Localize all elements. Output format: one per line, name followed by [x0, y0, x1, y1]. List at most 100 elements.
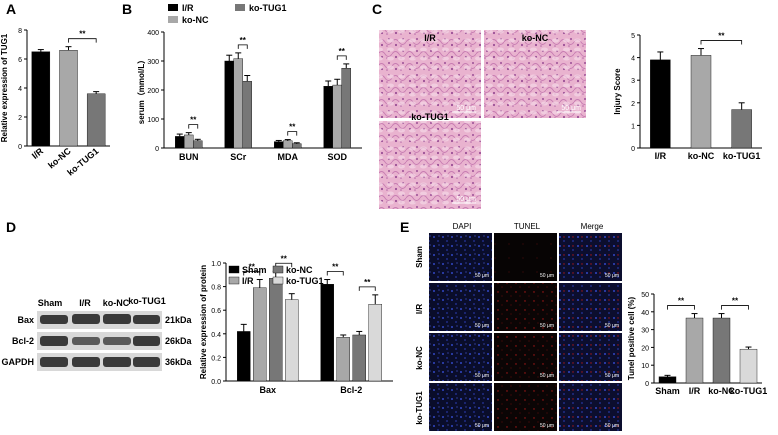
wb-band [40, 336, 68, 346]
he-label-kotug1: ko-TUG1 [411, 112, 449, 122]
wb-band [72, 314, 100, 324]
bar [86, 93, 106, 147]
sig-marker: ** [79, 30, 86, 39]
bar [368, 304, 382, 382]
y-tick-label: 0.6 [211, 308, 221, 315]
x-tick-label: ko-NC [708, 386, 735, 396]
bar [237, 331, 251, 382]
bar [323, 86, 333, 149]
y-tick-label: 50 [641, 292, 649, 299]
y-axis-label: Relative expression of TUG1 [0, 33, 9, 142]
fluor-scale: 50 μm [540, 373, 554, 379]
fluor-scale: 50 μm [475, 373, 489, 379]
legend-label: Sham [242, 265, 267, 275]
sig-bracket [68, 38, 97, 43]
sig-marker: ** [339, 47, 346, 56]
fluor-col-dapi: DAPI [453, 222, 472, 231]
sig-marker: ** [718, 32, 725, 41]
y-tick-label: 4 [631, 56, 635, 63]
bar [341, 68, 351, 149]
y-axis-label: Injury Score [613, 68, 622, 115]
sig-bracket [287, 131, 298, 136]
legend-label: I/R [242, 276, 254, 286]
bar [336, 337, 350, 382]
fluor-scale: 50 μm [475, 323, 489, 329]
he-scale-2: 50 μm [561, 105, 581, 112]
y-tick-label: 5 [631, 33, 635, 40]
bar [253, 287, 267, 382]
fluor-row-sham: Sham [415, 246, 424, 268]
wb-row-bcl2: Bcl-2 [12, 336, 34, 346]
y-tick-label: 400 [147, 30, 159, 37]
fluor-tile [559, 283, 622, 331]
fluor-tile [559, 383, 622, 431]
fluor-tile [559, 233, 622, 281]
y-tick-label: 0.2 [211, 355, 221, 362]
wb-lane-sham: Sham [38, 298, 63, 308]
bar [690, 55, 712, 149]
bar [269, 278, 283, 382]
wb-band [103, 357, 131, 367]
y-tick-label: 200 [147, 88, 159, 95]
legend-swatch [235, 4, 245, 11]
fluor-scale: 50 μm [605, 423, 619, 429]
wb-band [40, 357, 68, 367]
y-tick-label: 0.8 [211, 285, 221, 292]
y-tick-label: 1.0 [211, 261, 221, 268]
bar [658, 376, 677, 384]
x-tick-label: ko-TUG1 [65, 146, 100, 178]
fluor-tile [494, 383, 557, 431]
y-tick-label: 6 [18, 57, 22, 64]
y-axis-label: Relative expression of protein [199, 265, 208, 379]
legend-swatch [168, 16, 178, 23]
sig-marker: ** [240, 36, 247, 45]
legend-label: ko-TUG1 [286, 276, 324, 286]
legend-label: ko-NC [286, 265, 313, 275]
wb-lane-ir: I/R [79, 298, 91, 308]
wb-row-gapdh: GAPDH [1, 357, 34, 367]
bar [650, 59, 671, 149]
bar [175, 136, 185, 149]
sig-bracket [326, 271, 344, 276]
legend-swatch [168, 4, 178, 11]
x-tick-label: ko-TUG1 [730, 386, 768, 396]
chart-c: 0 1 2 3 4 5 Injury Score I/R ko-NC ko-TUG1 ** [613, 32, 762, 161]
x-tick-label: BUN [179, 152, 199, 162]
y-tick-label: 0.0 [211, 379, 221, 386]
fluor-tile [494, 233, 557, 281]
x-tick-label: I/R [655, 151, 667, 161]
sig-marker: ** [190, 116, 197, 125]
he-scale-3: 50 μm [456, 196, 476, 203]
fluor-scale: 50 μm [540, 323, 554, 329]
sig-bracket [336, 55, 347, 60]
x-tick-label: Bcl-2 [340, 385, 362, 395]
bar [332, 84, 342, 149]
bar [685, 317, 704, 384]
legend-swatch [228, 276, 240, 285]
bar [193, 140, 203, 149]
legend-label: ko-NC [182, 15, 209, 25]
wb-band [133, 357, 160, 367]
wb-band [133, 336, 160, 346]
wb-kda-bax: 21kDa [165, 315, 193, 325]
y-tick-label: 0.4 [211, 332, 221, 339]
fluor-scale: 50 μm [475, 273, 489, 279]
y-tick-label: 3 [631, 78, 635, 85]
x-tick-label: Bax [259, 385, 276, 395]
y-tick-label: 0 [631, 146, 635, 153]
sig-marker: ** [249, 263, 256, 272]
y-tick-label: 0 [18, 144, 22, 151]
wb-band [103, 314, 131, 324]
he-scale-1: 50 μm [456, 105, 476, 112]
sig-marker: ** [364, 278, 371, 287]
y-axis-label: serum（mmol/L） [136, 56, 146, 124]
y-tick-label: 20 [641, 345, 649, 352]
wb-band [103, 337, 131, 345]
y-tick-label: 8 [18, 28, 22, 35]
bar [274, 141, 284, 149]
fluor-tile [494, 333, 557, 381]
fluor-row-ir: I/R [415, 304, 424, 314]
